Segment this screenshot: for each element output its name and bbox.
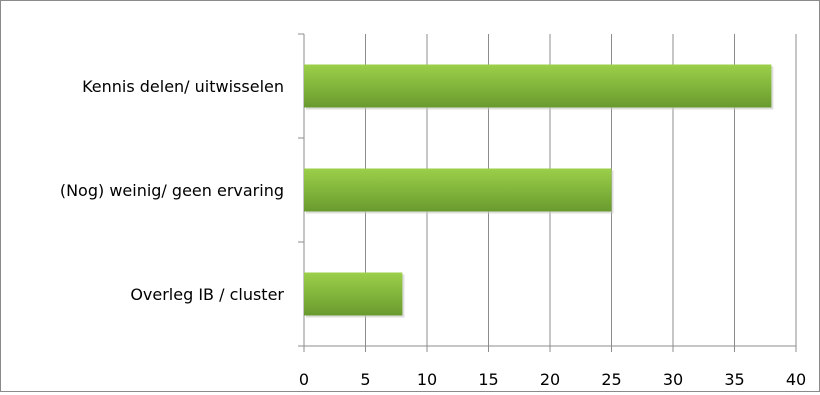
bar-3: [304, 272, 403, 316]
bar-2: [304, 168, 612, 212]
x-tick-label-10: 10: [417, 370, 437, 389]
bar-1: [304, 64, 772, 108]
category-labels: Kennis delen/ uitwisselen (Nog) weinig/ g…: [60, 77, 285, 304]
category-label-3: Overleg IB / cluster: [130, 285, 284, 304]
x-tick-label-30: 30: [663, 370, 683, 389]
x-tick-labels: 0 5 10 15 20 25 30 35 40: [299, 370, 806, 389]
x-tick-label-40: 40: [786, 370, 806, 389]
bars: [304, 64, 774, 318]
category-label-2: (Nog) weinig/ geen ervaring: [60, 181, 284, 200]
x-tick-label-35: 35: [724, 370, 744, 389]
x-tick-label-25: 25: [601, 370, 621, 389]
x-tick-label-15: 15: [478, 370, 498, 389]
x-tick-label-5: 5: [360, 370, 370, 389]
x-tick-label-0: 0: [299, 370, 309, 389]
x-tick-label-20: 20: [540, 370, 560, 389]
category-label-1: Kennis delen/ uitwisselen: [82, 77, 284, 96]
